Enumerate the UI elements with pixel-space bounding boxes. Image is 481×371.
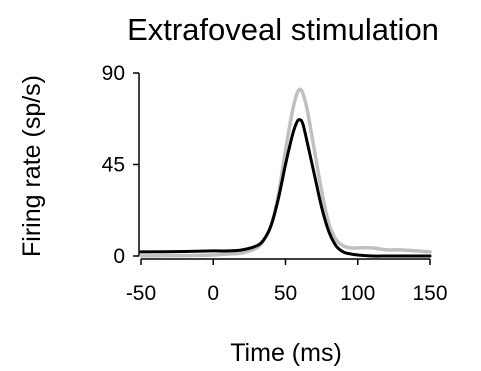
y-axis-label: Firing rate (sp/s) (18, 75, 46, 257)
y-tick-label: 90 (102, 62, 125, 85)
chart-title: Extrafoveal stimulation (127, 12, 439, 47)
x-tick-label: -50 (126, 282, 156, 305)
series-line-1 (139, 87, 432, 258)
x-tick-label: 0 (207, 282, 219, 305)
x-axis-label: Time (ms) (230, 339, 342, 367)
plot-area (139, 87, 432, 258)
y-tick-label: 0 (113, 245, 125, 268)
x-tick-label: 150 (412, 282, 447, 305)
y-tick-label: 45 (102, 154, 125, 177)
x-tick-label: 100 (340, 282, 375, 305)
x-tick-label: 50 (274, 282, 297, 305)
series-line-0 (139, 118, 432, 258)
